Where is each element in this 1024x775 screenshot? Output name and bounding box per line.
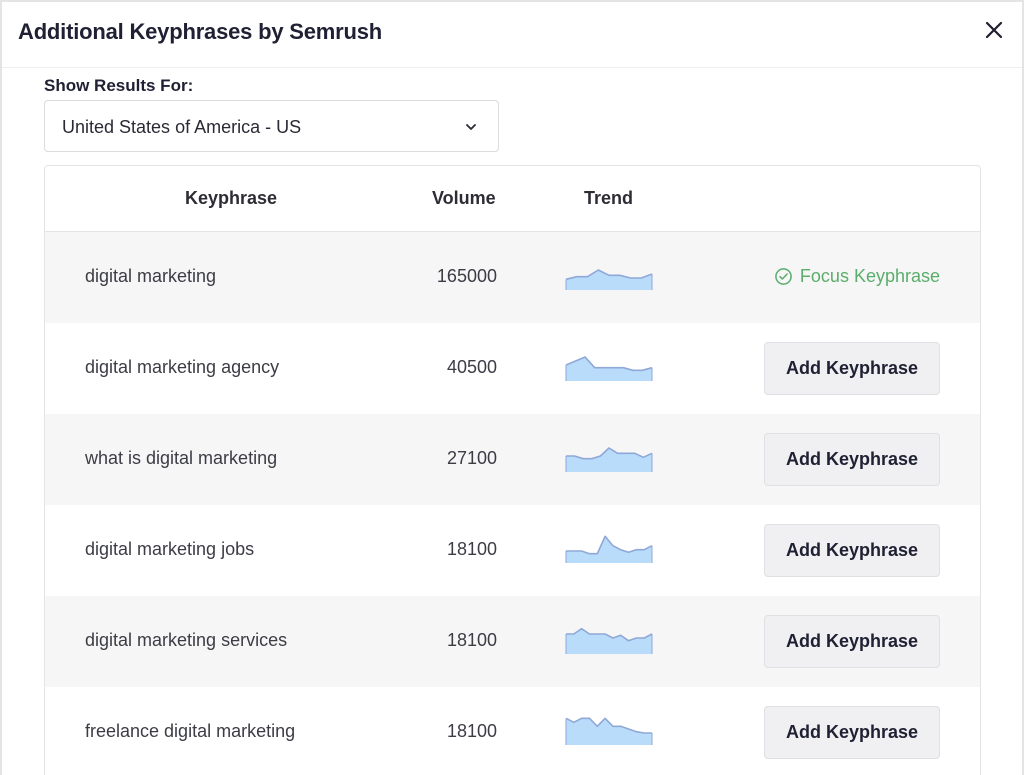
keyphrase-cell: digital marketing services — [85, 630, 288, 650]
trend-sparkline — [565, 531, 653, 563]
table-row: digital marketing services 18100 Add Key… — [45, 596, 980, 687]
header-keyphrase[interactable]: Keyphrase — [185, 188, 278, 208]
add-keyphrase-button[interactable]: Add Keyphrase — [764, 524, 940, 577]
keyphrase-cell: digital marketing agency — [85, 357, 280, 377]
table-header: Keyphrase Volume Trend — [45, 166, 980, 232]
table-row: freelance digital marketing 18100 Add Ke… — [45, 687, 980, 775]
volume-cell: 18100 — [446, 539, 497, 559]
add-keyphrase-button[interactable]: Add Keyphrase — [764, 342, 940, 395]
table-row: what is digital marketing 27100 Add Keyp… — [45, 414, 980, 505]
chevron-down-icon — [466, 124, 476, 130]
volume-cell: 27100 — [446, 448, 497, 468]
add-keyphrase-button[interactable]: Add Keyphrase — [764, 433, 940, 486]
keyphrase-cell: what is digital marketing — [85, 448, 278, 468]
trend-sparkline — [565, 713, 653, 745]
add-keyphrase-button[interactable]: Add Keyphrase — [764, 706, 940, 759]
modal-header: Additional Keyphrases by Semrush — [2, 2, 1022, 68]
close-icon — [985, 21, 1003, 39]
keyphrase-cell: freelance digital marketing — [85, 721, 296, 741]
volume-cell: 18100 — [446, 630, 497, 650]
trend-sparkline — [565, 440, 653, 472]
header-volume[interactable]: Volume — [432, 188, 496, 208]
check-circle-icon — [775, 268, 792, 285]
modal-title: Additional Keyphrases by Semrush — [18, 19, 383, 44]
keyphrase-cell: digital marketing — [85, 266, 217, 286]
volume-cell: 40500 — [446, 357, 497, 377]
close-button[interactable] — [982, 18, 1006, 42]
keyphrases-table: Keyphrase Volume Trend digital marketing… — [44, 165, 981, 775]
table-row: digital marketing 165000 Focus Keyphrase — [45, 232, 980, 323]
trend-sparkline — [565, 258, 653, 290]
country-select-value: United States of America - US — [62, 117, 302, 137]
header-trend: Trend — [584, 188, 634, 208]
country-select[interactable]: United States of America - US — [44, 100, 499, 152]
table-row: digital marketing jobs 18100 Add Keyphra… — [45, 505, 980, 596]
trend-sparkline — [565, 622, 653, 654]
trend-sparkline — [565, 349, 653, 381]
focus-keyphrase-text: Focus Keyphrase — [799, 266, 940, 286]
show-results-label: Show Results For: — [44, 76, 194, 95]
keyphrase-cell: digital marketing jobs — [85, 539, 255, 559]
focus-keyphrase-label: Focus Keyphrase — [774, 266, 940, 287]
volume-cell: 165000 — [436, 266, 497, 286]
volume-cell: 18100 — [446, 721, 497, 741]
table-body: digital marketing 165000 Focus Keyphrase… — [45, 232, 980, 775]
table-row: digital marketing agency 40500 Add Keyph… — [45, 323, 980, 414]
add-keyphrase-button[interactable]: Add Keyphrase — [764, 615, 940, 668]
